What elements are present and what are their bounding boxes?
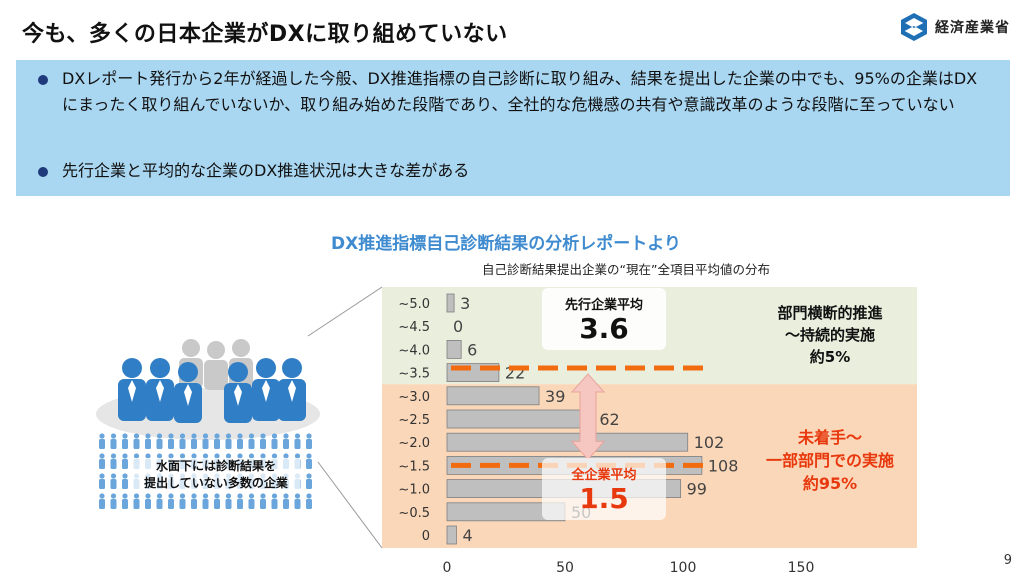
leader-average-label: 先行企業平均 <box>564 298 643 313</box>
value-label: 39 <box>545 387 565 406</box>
bullet-dot-icon <box>38 75 48 85</box>
x-tick-label: 150 <box>788 560 815 576</box>
bar <box>446 386 540 406</box>
chart-title: DX推進指標自己診断結果の分析レポートより <box>331 234 681 254</box>
bar <box>446 525 457 545</box>
bar <box>446 293 455 313</box>
crowd-label: 水面下には診断結果を 提出していない多数の企業 <box>132 458 300 492</box>
summary-bullet-text: DXレポート発行から2年が経過した今般、DX推進指標の自己診断に取り組み、結果を… <box>62 69 978 114</box>
category-label: ~1.5 <box>398 459 430 474</box>
category-label: ~3.5 <box>398 367 430 382</box>
connector-line <box>307 286 383 337</box>
meti-logo-icon <box>901 13 927 41</box>
bar <box>446 339 462 359</box>
value-label: 3 <box>460 294 470 313</box>
zone-top-line: ～持続的実施 <box>784 326 875 344</box>
summary-bullet-2: 先行企業と平均的な企業のDX推進状況は大きな差がある <box>38 158 988 184</box>
value-label: 102 <box>694 433 725 452</box>
value-label: 0 <box>453 317 463 336</box>
leader-average-value: 3.6 <box>579 312 629 345</box>
zone-top-annotation: 部門横断的推進 ～持続的実施 約5% <box>740 302 920 368</box>
zone-bottom-line: 未着手～ <box>797 428 862 447</box>
x-tick-label: 50 <box>556 560 574 576</box>
value-label: 6 <box>467 340 477 359</box>
overall-average-box: 全企業平均 1.5 <box>542 458 666 520</box>
category-label: 0 <box>422 529 430 544</box>
category-label: ~0.5 <box>398 506 430 521</box>
summary-box: DXレポート発行から2年が経過した今般、DX推進指標の自己診断に取り組み、結果を… <box>16 60 1010 196</box>
meti-logo: 経済産業省 <box>899 12 1010 42</box>
bar <box>446 409 594 429</box>
zone-bottom-line: 約95% <box>802 474 858 493</box>
slide-title: 今も、多くの日本企業がDXに取り組めていない <box>22 22 508 47</box>
zone-top-line: 約5% <box>809 348 851 366</box>
chart-subtitle: 自己診断結果提出企業の“現在”全項目平均値の分布 <box>482 262 770 277</box>
overall-average-value: 1.5 <box>579 482 629 515</box>
bullet-dot-icon <box>38 167 48 177</box>
summary-bullet-text: 先行企業と平均的な企業のDX推進状況は大きな差がある <box>62 161 470 180</box>
zone-bottom-line: 一部部門での実施 <box>765 451 894 470</box>
zone-bottom-annotation: 未着手～ 一部部門での実施 約95% <box>740 426 920 495</box>
overall-average-label: 全企業平均 <box>571 468 637 483</box>
zone-top-line: 部門横断的推進 <box>777 304 883 322</box>
summary-bullet-1: DXレポート発行から2年が経過した今般、DX推進指標の自己診断に取り組み、結果を… <box>38 66 988 118</box>
value-label: 4 <box>462 526 472 545</box>
logo-text: 経済産業省 <box>935 20 1010 36</box>
value-label: 62 <box>599 410 619 429</box>
category-label: ~2.5 <box>398 413 430 428</box>
category-label: ~1.0 <box>398 483 430 498</box>
value-label: 108 <box>708 456 739 475</box>
category-label: ~2.0 <box>398 436 430 451</box>
category-label: ~3.0 <box>398 390 430 405</box>
category-label: ~4.5 <box>398 320 430 335</box>
value-label: 99 <box>687 480 707 499</box>
page-number: 9 <box>1003 553 1012 568</box>
category-label: ~4.0 <box>398 343 430 358</box>
category-label: ~5.0 <box>398 297 430 312</box>
leader-average-box: 先行企業平均 3.6 <box>542 288 666 350</box>
crowd-label-line: 水面下には診断結果を <box>155 459 276 473</box>
x-tick-label: 100 <box>670 560 697 576</box>
connector-line <box>317 461 383 549</box>
bar <box>446 432 689 452</box>
crowd-label-line: 提出していない多数の企業 <box>144 476 288 490</box>
x-tick-label: 0 <box>443 560 452 576</box>
